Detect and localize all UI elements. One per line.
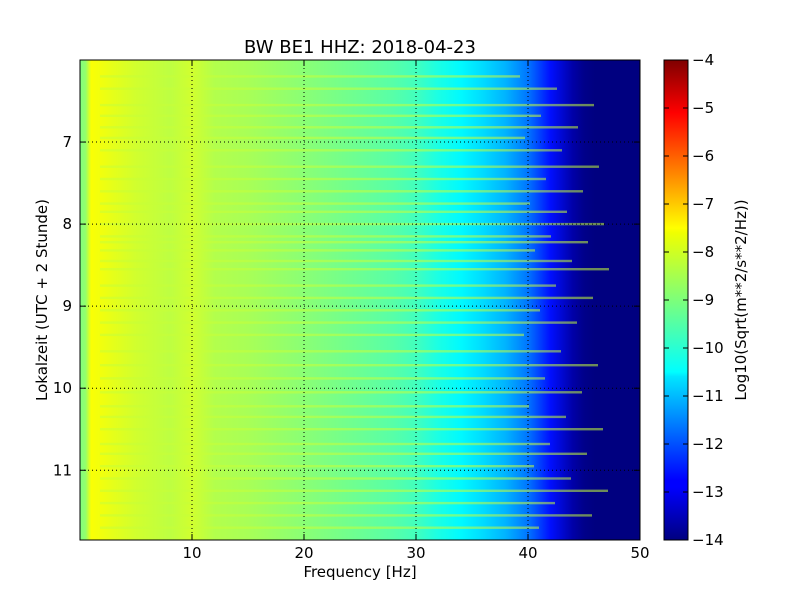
x-tick-label: 30 <box>406 544 425 562</box>
colorbar-tick-label: −4 <box>692 51 714 69</box>
band-line <box>100 465 534 468</box>
band-line <box>100 235 551 238</box>
plot-frame <box>79 59 641 541</box>
band-line <box>100 177 546 181</box>
band-line <box>100 268 609 271</box>
band-line <box>100 136 525 140</box>
band-lines <box>100 75 609 529</box>
colorbar-tick-label: −13 <box>692 483 724 501</box>
colorbar-tick-label: −12 <box>692 435 724 453</box>
colorbar-tick-label: −10 <box>692 339 724 357</box>
band-line <box>100 241 588 244</box>
colorbar-tick-label: −11 <box>692 387 724 405</box>
y-tick-label: 7 <box>62 133 72 151</box>
band-line <box>100 284 556 287</box>
heatmap-area <box>80 60 640 540</box>
band-line <box>100 350 561 353</box>
y-tick-label: 9 <box>62 297 72 315</box>
colorbar-tick-label: −6 <box>692 147 714 165</box>
x-tick-label: 40 <box>518 544 537 562</box>
band-line <box>100 126 578 129</box>
band-line <box>100 259 572 263</box>
band-line <box>100 489 608 492</box>
y-axis-label: Lokalzeit (UTC + 2 Stunde) <box>33 199 51 401</box>
colorbar-tick-label: −8 <box>692 243 714 261</box>
y-axis-ticks: 7 8 9 10 11 <box>53 133 640 479</box>
band-line <box>100 452 587 455</box>
band-line <box>100 309 540 312</box>
heatmap-background <box>80 60 640 540</box>
band-line <box>100 149 562 152</box>
colorbar-tick-label: −14 <box>692 531 724 549</box>
band-line <box>100 202 530 205</box>
colorbar-tick-label: −5 <box>692 99 714 117</box>
band-line <box>100 321 577 324</box>
band-line <box>100 249 535 252</box>
band-line <box>100 165 599 168</box>
band-line <box>100 103 594 107</box>
colorbar-label: Log10(Sqrt(m**2/s**2/Hz)) <box>732 199 750 400</box>
band-line <box>100 526 539 529</box>
x-tick-label: 50 <box>630 544 649 562</box>
band-line <box>100 428 603 431</box>
band-line <box>100 75 520 78</box>
band-line <box>100 364 598 367</box>
band-line <box>100 514 592 517</box>
y-tick-label: 11 <box>53 461 72 479</box>
band-line <box>100 333 524 337</box>
band-line <box>100 501 555 505</box>
band-line <box>100 87 557 90</box>
x-axis-label: Frequency [Hz] <box>303 563 416 581</box>
band-line <box>100 377 545 380</box>
band-line <box>100 415 566 419</box>
band-line <box>100 442 550 446</box>
y-tick-label: 8 <box>62 215 72 233</box>
colorbar-ticks: −4 −5 −6 −7 −8 −9 −10 −11 −12 −13 −14 <box>664 51 724 549</box>
band-line <box>100 114 541 117</box>
x-axis-ticks: 10 20 30 40 50 <box>182 60 650 562</box>
grid-lines <box>80 60 640 540</box>
chart-title: BW BE1 HHZ: 2018-04-23 <box>244 37 476 58</box>
y-tick-label: 10 <box>53 379 72 397</box>
colorbar-tick-label: −9 <box>692 291 714 309</box>
band-line <box>100 405 529 408</box>
colorbar-tick-label: −7 <box>692 195 714 213</box>
band-line <box>100 210 567 213</box>
band-line <box>100 391 582 394</box>
band-line <box>100 190 583 193</box>
band-line <box>100 477 571 480</box>
x-tick-label: 20 <box>294 544 313 562</box>
x-tick-label: 10 <box>182 544 201 562</box>
band-line <box>100 296 593 300</box>
